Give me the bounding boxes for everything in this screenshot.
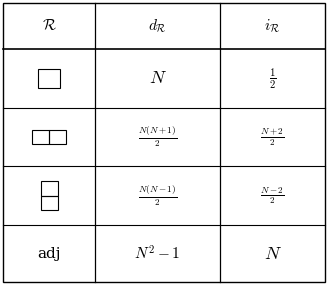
Bar [38,69,60,87]
Text: $\frac{N+2}{2}$: $\frac{N+2}{2}$ [260,126,285,148]
Text: $\frac{N(N-1)}{2}$: $\frac{N(N-1)}{2}$ [138,183,177,208]
Bar [41,196,58,210]
Text: $d_{\mathcal{R}}$: $d_{\mathcal{R}}$ [148,17,167,35]
Bar [32,129,49,144]
Text: $N^2-1$: $N^2-1$ [134,245,181,262]
Bar [41,181,58,196]
Text: $N$: $N$ [149,69,167,87]
Text: $\frac{N(N+1)}{2}$: $\frac{N(N+1)}{2}$ [138,125,177,149]
Text: $\frac{N-2}{2}$: $\frac{N-2}{2}$ [260,185,285,206]
Bar [49,129,66,144]
Text: $N$: $N$ [263,245,281,262]
Text: $i_{\mathcal{R}}$: $i_{\mathcal{R}}$ [264,17,280,35]
Text: $\frac{1}{2}$: $\frac{1}{2}$ [269,66,276,91]
Text: adj: adj [37,247,61,260]
Text: $\mathcal{R}$: $\mathcal{R}$ [42,19,56,33]
